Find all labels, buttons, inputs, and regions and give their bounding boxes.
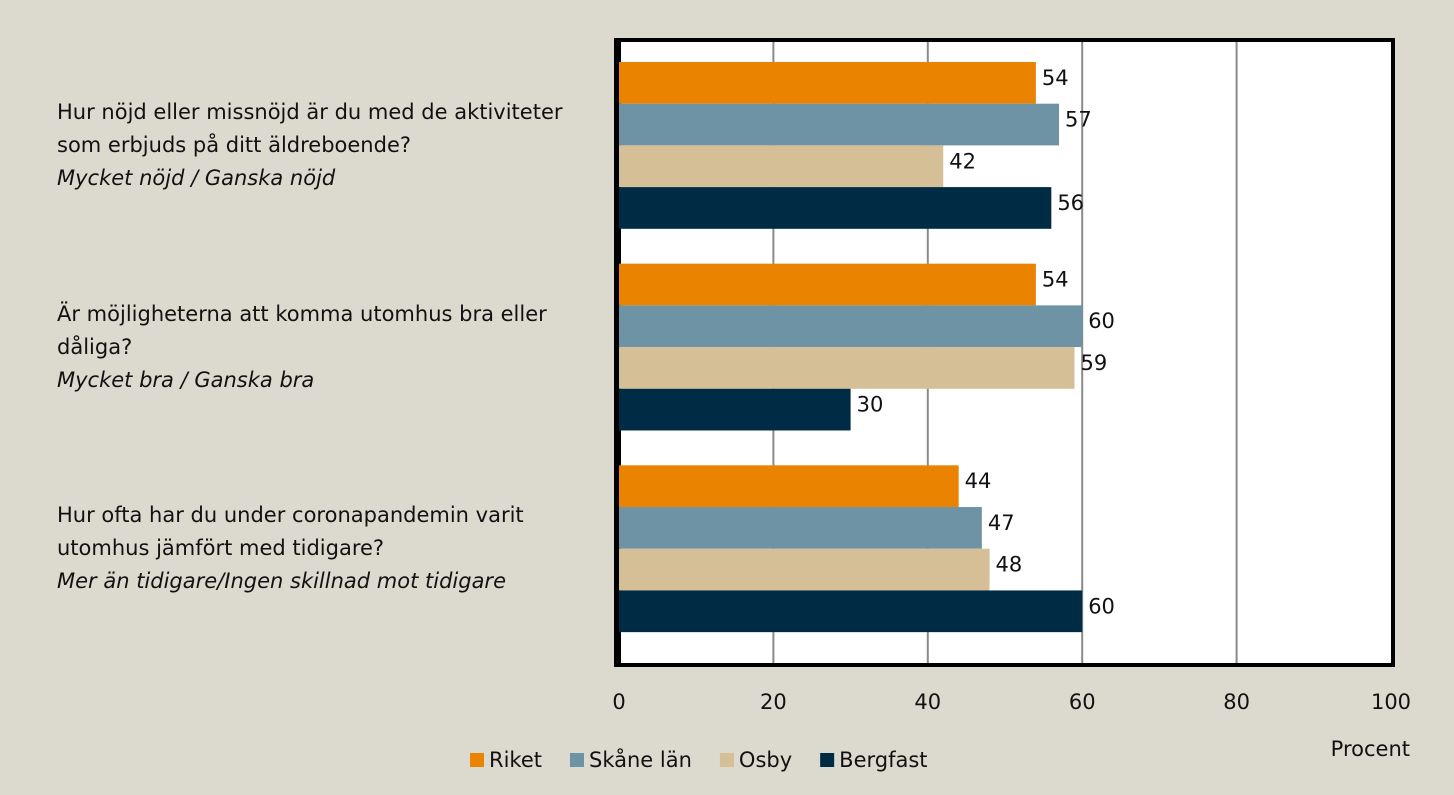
- x-tick-label: 40: [914, 690, 941, 714]
- bar: [619, 548, 990, 591]
- question: Hur nöjd eller missnöjd är du med de akt…: [57, 99, 563, 157]
- question-note: Mycket nöjd / Ganska nöjd: [57, 165, 336, 190]
- value-label: 44: [965, 469, 992, 493]
- legend-swatch: [820, 753, 835, 767]
- value-label: 42: [949, 149, 976, 173]
- x-tick-label: 80: [1223, 690, 1250, 714]
- x-axis-label: Procent: [1331, 737, 1410, 761]
- bar: [619, 347, 1075, 389]
- category-label: Hur ofta har du under coronapandemin var…: [57, 445, 602, 652]
- legend-swatch: [470, 753, 484, 767]
- x-tick-label: 60: [1069, 690, 1096, 714]
- legend-label: Osby: [739, 748, 792, 772]
- bar: [619, 388, 851, 431]
- value-label: 47: [988, 511, 1015, 535]
- value-label: 54: [1042, 66, 1069, 90]
- value-label: 57: [1065, 108, 1092, 132]
- bar: [619, 62, 1036, 104]
- question: Är möjligheterna att komma utomhus bra e…: [57, 301, 547, 359]
- bar: [619, 507, 982, 549]
- legend-label: Skåne län: [589, 747, 692, 772]
- value-label: 56: [1057, 191, 1084, 215]
- bar: [619, 103, 1060, 146]
- legend-label: Bergfast: [839, 748, 927, 772]
- legend-label: Riket: [489, 748, 542, 772]
- value-label: 60: [1088, 594, 1115, 618]
- legend-swatch: [719, 753, 734, 767]
- value-label: 30: [857, 393, 884, 417]
- value-label: 54: [1042, 268, 1069, 292]
- bar: [619, 263, 1036, 306]
- question: Hur ofta har du under coronapandemin var…: [57, 503, 524, 561]
- question-note: Mer än tidigare/Ingen skillnad mot tidig…: [57, 569, 506, 594]
- bar: [619, 590, 1083, 633]
- bar: [619, 145, 944, 188]
- x-tick-label: 20: [760, 690, 787, 714]
- bar: [619, 305, 1083, 348]
- value-label: 48: [996, 553, 1023, 577]
- bar: [619, 187, 1052, 229]
- value-label: 59: [1080, 351, 1107, 375]
- value-label: 60: [1088, 309, 1115, 333]
- question-note: Mycket bra / Ganska bra: [57, 367, 315, 392]
- x-tick-label: 0: [612, 690, 625, 714]
- x-tick-label: 100: [1371, 690, 1411, 714]
- category-label: Är möjligheterna att komma utomhus bra e…: [57, 244, 602, 451]
- bar: [619, 465, 959, 508]
- legend-swatch: [570, 753, 584, 767]
- category-label: Hur nöjd eller missnöjd är du med de akt…: [57, 42, 602, 249]
